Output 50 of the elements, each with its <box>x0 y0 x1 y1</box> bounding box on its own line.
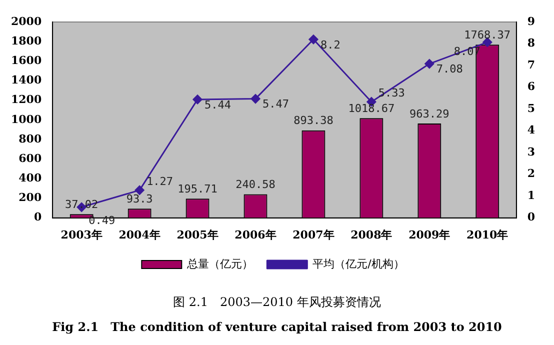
data-label: 5.44 <box>204 98 232 112</box>
y2-tick-label: 1 <box>527 188 535 202</box>
y2-tick-label: 2 <box>527 167 535 180</box>
x-tick-label: 2010年 <box>466 228 508 242</box>
y2-tick-label: 7 <box>527 58 535 72</box>
data-label: 1018.67 <box>348 102 395 115</box>
y2-tick-label: 0 <box>527 210 536 224</box>
y2-tick-label: 5 <box>527 102 535 115</box>
y-tick-label: 1400 <box>10 74 42 87</box>
point <box>250 94 260 104</box>
y-tick-label: 2000 <box>10 14 42 28</box>
data-label: 5.47 <box>262 98 289 111</box>
point <box>424 59 434 69</box>
data-label: 893.38 <box>294 114 334 128</box>
y2-tick-label: 8 <box>527 36 536 50</box>
y2-tick-label: 6 <box>527 80 536 94</box>
y-tick-label: 0 <box>34 210 42 224</box>
data-label: 8.2 <box>320 38 340 52</box>
data-label: 1768.37 <box>464 28 511 42</box>
data-label: 240.58 <box>236 178 276 192</box>
data-label: 93.3 <box>126 192 153 206</box>
y2-tick-label: 3 <box>527 145 535 158</box>
data-label: 195.71 <box>178 182 218 196</box>
data-label: 1.27 <box>146 175 174 188</box>
caption: Fig 2.1 The condition of venture capital raised from 2003 to 2010 <box>51 319 503 336</box>
x-tick-label: 2008年 <box>350 228 392 242</box>
data-label: 7.08 <box>436 62 463 76</box>
y-tick-label: 400 <box>18 172 42 184</box>
point <box>192 94 202 104</box>
legend-label: 平均（亿元/机构） <box>312 257 404 270</box>
point <box>134 185 144 195</box>
y-tick-label: 1200 <box>10 93 42 106</box>
caption: 图 2.1 2003—2010 年风投募资情况 <box>172 294 382 311</box>
x-tick-label: 2003年 <box>60 228 102 242</box>
y-tick-label: 600 <box>18 152 42 165</box>
y-tick-label: 200 <box>18 191 42 204</box>
point <box>308 34 318 44</box>
y-tick-label: 1000 <box>10 112 42 126</box>
x-tick-label: 2006年 <box>234 228 276 242</box>
y-tick-label: 800 <box>18 132 42 146</box>
x-tick-label: 2005年 <box>176 228 218 242</box>
y-tick-label: 1800 <box>10 34 42 48</box>
y2-tick-label: 4 <box>527 124 536 137</box>
legend-label: 总量（亿元） <box>186 257 254 270</box>
x-tick-label: 2007年 <box>292 228 334 242</box>
data-label: 963.29 <box>410 107 450 120</box>
x-tick-label: 2004年 <box>118 228 160 242</box>
y2-tick-label: 9 <box>527 14 535 28</box>
x-tick-label: 2009年 <box>408 228 450 242</box>
y-tick-label: 1600 <box>10 54 42 68</box>
